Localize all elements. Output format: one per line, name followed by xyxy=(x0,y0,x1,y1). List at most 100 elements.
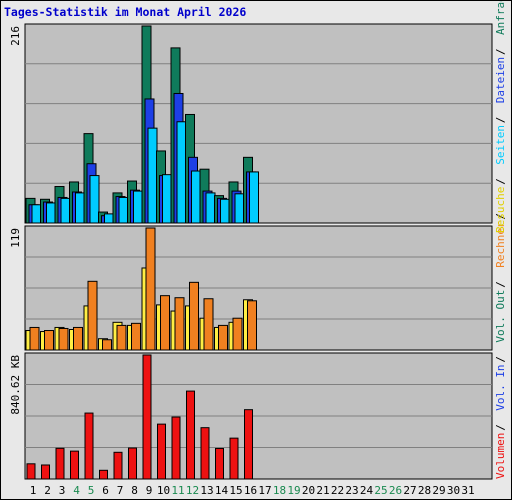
bar-rechner-day-7 xyxy=(116,324,127,351)
bar-rechner-day-11 xyxy=(174,297,185,351)
y-max-label: 216 xyxy=(9,26,22,46)
day-label: 31 xyxy=(461,484,474,497)
day-label: 1 xyxy=(30,484,37,497)
day-label: 26 xyxy=(389,484,402,497)
legend-separator: / xyxy=(494,213,507,220)
bar-volumen-day-14 xyxy=(215,447,224,480)
bar-rechner-day-10 xyxy=(160,295,170,351)
bar-volumen-day-8 xyxy=(128,447,137,480)
day-label: 5 xyxy=(88,484,95,497)
legend-volumen: Volumen xyxy=(494,433,507,479)
day-label: 27 xyxy=(403,484,416,497)
day-label: 18 xyxy=(273,484,286,497)
y-max-label: 119 xyxy=(9,228,22,248)
day-label: 12 xyxy=(186,484,199,497)
legend-separator: / xyxy=(494,117,507,124)
day-label: 21 xyxy=(316,484,329,497)
bar-volumen-day-4 xyxy=(70,450,79,480)
day-label: 16 xyxy=(244,484,257,497)
bar-seiten-day-16 xyxy=(249,171,259,224)
bar-rechner-day-13 xyxy=(203,298,214,351)
bar-seiten-day-7 xyxy=(118,196,129,224)
bar-volumen-day-10 xyxy=(157,423,166,480)
day-label: 11 xyxy=(171,484,184,497)
legend-seiten: Seiten xyxy=(494,125,507,165)
day-label: 23 xyxy=(345,484,358,497)
day-label: 20 xyxy=(302,484,315,497)
day-label: 10 xyxy=(157,484,170,497)
bar-rechner-day-3 xyxy=(58,327,69,351)
bar-seiten-day-14 xyxy=(220,198,230,224)
legend-rechner: Rechner xyxy=(494,221,507,268)
legend-anfragen: Anfragen xyxy=(494,1,507,35)
day-label: 29 xyxy=(432,484,445,497)
day-label: 24 xyxy=(360,484,374,497)
bar-seiten-day-4 xyxy=(75,192,85,224)
legend-separator: / xyxy=(494,356,507,363)
day-label: 13 xyxy=(200,484,213,497)
bar-seiten-day-12 xyxy=(191,170,201,224)
legend-dateien: Dateien xyxy=(494,57,507,103)
bar-volumen-day-13 xyxy=(200,427,210,480)
bar-seiten-day-3 xyxy=(60,197,71,224)
bar-rechner-day-5 xyxy=(87,280,98,351)
legend-separator: / xyxy=(494,48,507,55)
bar-seiten-day-8 xyxy=(133,190,143,224)
day-label: 6 xyxy=(102,484,109,497)
legend-volin: Vol. In xyxy=(494,364,507,410)
day-label: 15 xyxy=(229,484,242,497)
bar-seiten-day-9 xyxy=(147,127,158,224)
bar-rechner-day-8 xyxy=(131,322,141,351)
bar-seiten-day-13 xyxy=(205,192,216,224)
day-label: 25 xyxy=(374,484,387,497)
bar-volumen-day-15 xyxy=(229,437,239,480)
bar-rechner-day-9 xyxy=(145,227,156,351)
bar-rechner-day-1 xyxy=(29,326,40,351)
bar-volumen-day-3 xyxy=(55,447,65,480)
bar-rechner-day-15 xyxy=(232,317,243,351)
y-max-label: 840.62 KB xyxy=(9,355,22,415)
legend-besuche: Besuche xyxy=(494,187,507,233)
legend-separator: / xyxy=(494,178,507,185)
bar-volumen-day-5 xyxy=(84,412,94,480)
bar-rechner-day-16 xyxy=(247,300,257,351)
bar-seiten-day-1 xyxy=(31,204,42,224)
bar-seiten-day-11 xyxy=(176,121,187,224)
bar-volumen-day-7 xyxy=(113,451,123,480)
day-label: 7 xyxy=(117,484,124,497)
bar-rechner-day-6 xyxy=(102,339,112,351)
bar-seiten-day-15 xyxy=(234,193,245,224)
day-label: 28 xyxy=(418,484,431,497)
day-label: 2 xyxy=(44,484,51,497)
bar-rechner-day-2 xyxy=(44,330,54,351)
day-label: 22 xyxy=(331,484,344,497)
bar-rechner-day-14 xyxy=(218,324,228,351)
bar-volumen-day-11 xyxy=(171,416,181,480)
day-label: 19 xyxy=(287,484,300,497)
legend-separator: / xyxy=(494,281,507,288)
bar-volumen-day-1 xyxy=(26,463,36,480)
bar-rechner-day-12 xyxy=(189,281,199,351)
bar-volumen-day-9 xyxy=(142,354,152,480)
day-label: 8 xyxy=(131,484,138,497)
bar-seiten-day-5 xyxy=(89,175,100,224)
day-label: 17 xyxy=(258,484,271,497)
bar-volumen-day-12 xyxy=(186,390,195,480)
bar-volumen-day-2 xyxy=(41,464,50,480)
day-label: 4 xyxy=(73,484,80,497)
legend-separator: / xyxy=(494,424,507,431)
bar-seiten-day-2 xyxy=(46,202,56,224)
chart-title: Tages-Statistik im Monat April 2026 xyxy=(4,5,247,19)
day-label: 30 xyxy=(447,484,460,497)
bar-rechner-day-4 xyxy=(73,326,83,351)
bar-volumen-day-16 xyxy=(244,409,253,480)
day-label: 14 xyxy=(215,484,229,497)
bar-seiten-day-10 xyxy=(162,174,172,224)
day-label: 9 xyxy=(146,484,153,497)
bar-volumen-day-6 xyxy=(99,469,108,480)
legend-volout: Vol. Out xyxy=(494,290,507,343)
bar-seiten-day-6 xyxy=(104,213,114,224)
day-label: 3 xyxy=(59,484,66,497)
